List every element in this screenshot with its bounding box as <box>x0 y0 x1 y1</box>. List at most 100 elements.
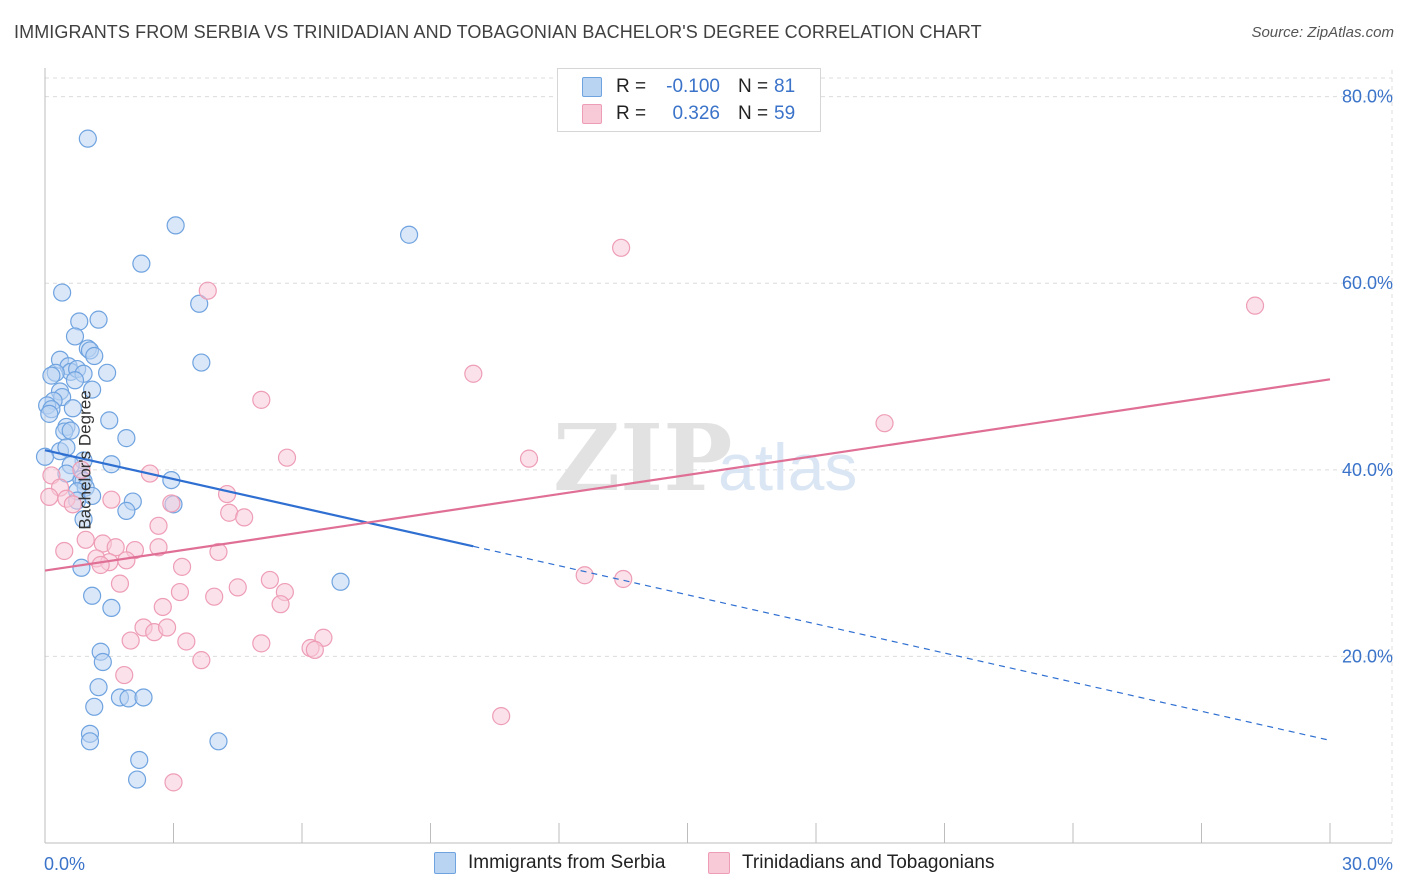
data-point <box>74 510 93 529</box>
data-point <box>305 640 324 659</box>
data-point <box>121 631 140 650</box>
data-point <box>192 651 211 670</box>
data-point <box>115 665 134 685</box>
data-point <box>134 688 153 707</box>
y-tick-label: 80.0% <box>1342 87 1393 107</box>
data-point <box>65 371 85 390</box>
data-point <box>157 618 177 637</box>
legend-r-value: -0.100 <box>666 76 720 97</box>
data-point <box>209 732 228 751</box>
data-point <box>164 773 183 792</box>
data-point <box>63 399 82 418</box>
data-point <box>166 216 185 235</box>
data-point <box>177 632 196 651</box>
data-point <box>228 578 247 597</box>
data-point <box>492 707 511 726</box>
data-point <box>80 732 100 751</box>
legend-row-trinidad: R = 0.326 N = 59 <box>582 102 795 126</box>
data-point <box>209 542 228 562</box>
data-point <box>55 541 74 561</box>
y-tick-label: 60.0% <box>1342 273 1393 293</box>
data-point <box>192 353 211 372</box>
legend-n-label: N = <box>738 103 769 124</box>
data-point <box>252 634 271 653</box>
data-point <box>72 460 91 479</box>
data-point <box>53 283 72 302</box>
y-axis-label: Bachelor's Degree <box>75 390 95 530</box>
bottom-legend-trinidad: Trinidadians and Tobagonians <box>708 852 994 874</box>
chart-title: IMMIGRANTS FROM SERBIA VS TRINIDADIAN AN… <box>14 22 982 42</box>
legend-row-serbia: R = -0.100 N = 81 <box>582 75 795 99</box>
data-point <box>132 254 151 273</box>
legend-r-value: 0.326 <box>672 103 720 124</box>
data-point <box>78 129 97 148</box>
y-tick-label: 20.0% <box>1342 646 1393 666</box>
bottom-legend-label-serbia: Immigrants from Serbia <box>468 852 666 873</box>
data-point <box>100 411 119 430</box>
data-point <box>40 487 59 506</box>
data-point <box>42 366 61 385</box>
data-point <box>575 566 594 585</box>
data-point <box>464 364 483 383</box>
trend-lines <box>44 378 1331 741</box>
data-point <box>85 697 104 716</box>
data-point <box>102 598 121 618</box>
x-tick-label: 30.0% <box>1342 854 1393 874</box>
data-point <box>399 225 419 244</box>
data-point <box>875 414 894 433</box>
bottom-legend-swatch-trinidad <box>708 852 730 874</box>
data-points <box>35 129 1265 792</box>
data-point <box>271 595 290 614</box>
data-point <box>260 570 279 590</box>
data-point <box>76 530 95 549</box>
legend-n-value: 59 <box>774 103 796 124</box>
data-point <box>198 281 217 300</box>
correlation-legend: R = -0.100 N = 81 R = 0.326 N = 59 <box>557 68 821 132</box>
data-point <box>61 421 80 440</box>
data-point <box>149 516 168 535</box>
bottom-legend-serbia: Immigrants from Serbia <box>434 852 665 874</box>
data-point <box>85 346 104 366</box>
data-point <box>149 538 168 557</box>
watermark-zip: ZIP <box>553 404 732 512</box>
data-point <box>117 429 136 448</box>
trend-line-serbia <box>44 449 474 548</box>
tick-labels: 20.0% 40.0% 60.0% 80.0% 0.0% 30.0% <box>44 87 1393 874</box>
data-point <box>1245 296 1265 315</box>
data-point <box>63 495 82 514</box>
data-point <box>91 555 110 575</box>
data-point <box>252 390 271 409</box>
x-tick-label: 0.0% <box>44 854 85 874</box>
data-point <box>89 678 108 697</box>
legend-n-label: N = <box>738 76 769 97</box>
data-point <box>89 310 108 329</box>
bottom-legend-label-trinidad: Trinidadians and Tobagonians <box>742 852 995 873</box>
data-point <box>235 508 254 527</box>
chart-source: Source: ZipAtlas.com <box>1251 24 1394 41</box>
y-tick-label: 40.0% <box>1342 460 1393 480</box>
data-point <box>35 447 55 466</box>
data-point <box>277 448 297 467</box>
data-point <box>190 294 209 313</box>
legend-r-label: R = <box>616 76 647 97</box>
data-point <box>117 501 136 520</box>
data-point <box>162 494 181 513</box>
series-trinidad <box>40 238 1265 792</box>
data-point <box>130 750 149 770</box>
legend-n-value: 81 <box>774 76 796 97</box>
data-point <box>519 449 539 468</box>
data-point <box>40 404 59 423</box>
data-point <box>172 557 192 576</box>
trend-line-serbia-extension <box>473 545 1331 741</box>
data-point <box>614 569 633 589</box>
data-point <box>65 327 85 346</box>
data-point <box>98 363 117 382</box>
bottom-legend-swatch-serbia <box>434 852 456 874</box>
data-point <box>220 503 239 522</box>
data-point <box>110 574 130 593</box>
series-serbia <box>35 129 419 789</box>
data-point <box>153 597 172 617</box>
data-point <box>127 770 147 789</box>
grid-lines <box>45 70 1393 843</box>
